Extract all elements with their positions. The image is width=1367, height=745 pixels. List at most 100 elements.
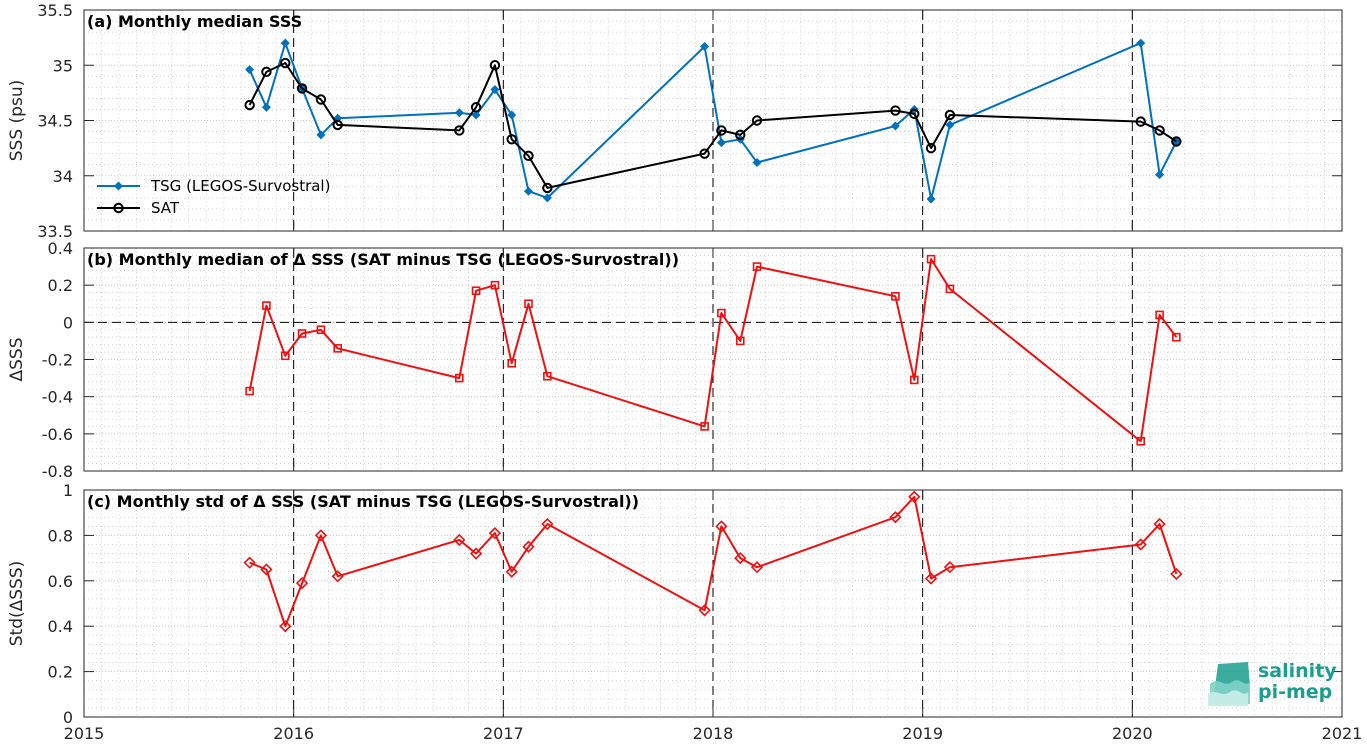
data-point [715, 520, 728, 533]
data-point [924, 572, 938, 585]
data-point [891, 292, 900, 301]
ticks [83, 9, 1343, 232]
panel-b: -0.8 -0.6 -0.4 -0.2 0 0.2 0.4 ΔSSS (b) Monthly m… [7, 239, 1343, 481]
data-point [889, 511, 902, 524]
y-tick-label: 0.2 [48, 276, 73, 295]
data-point [751, 115, 763, 126]
data-point [890, 121, 900, 131]
panel-title: (c) Monthly std of Δ SSS (SAT minus TSG … [87, 492, 639, 511]
y-tick-label: 0.8 [48, 526, 73, 545]
data-point [262, 301, 271, 310]
data-point [488, 526, 502, 540]
data-point [490, 85, 500, 95]
data-point [1172, 332, 1181, 342]
legend: TSG (LEGOS-Survostral) SAT [97, 177, 330, 217]
data-point [454, 125, 465, 136]
data-point [507, 358, 517, 368]
data-point [524, 299, 533, 309]
data-point [279, 620, 292, 633]
data-point [890, 105, 901, 116]
y-tick-label: -0.2 [42, 351, 73, 370]
data-point [716, 125, 727, 136]
data-point [505, 565, 518, 578]
logo-line-1: salinity [1258, 660, 1337, 682]
x-tick-label: 2016 [273, 724, 314, 743]
data-point [260, 563, 273, 576]
y-tick-label: -0.8 [42, 462, 73, 481]
data-point [698, 604, 711, 617]
data-point [280, 38, 290, 48]
data-point [244, 99, 255, 111]
data-point [541, 517, 554, 531]
data-point [332, 119, 343, 131]
data-point [471, 286, 481, 296]
data-point [1154, 125, 1165, 136]
data-point [543, 371, 552, 381]
data-point [333, 344, 342, 353]
x-tick-label: 2020 [1112, 724, 1153, 743]
y-tick-label: -0.4 [42, 388, 73, 407]
x-tick-label: 2017 [483, 724, 524, 743]
data-point [261, 66, 272, 78]
data-point [700, 422, 709, 431]
y-tick-label: 0.2 [48, 663, 73, 682]
legend-label: SAT [151, 199, 180, 217]
data-point [1170, 567, 1183, 581]
data-point [523, 186, 534, 196]
data-point [945, 120, 955, 130]
y-tick-label: 35 [53, 56, 73, 75]
data-point [243, 556, 256, 569]
data-point [734, 551, 747, 565]
salinity-pi-mep-logo: salinity pi-mep [1208, 660, 1337, 706]
data-point [699, 148, 710, 159]
data-point [926, 254, 936, 264]
data-point [453, 533, 466, 547]
legend-marker [113, 181, 124, 191]
data-point [542, 193, 552, 203]
y-tick-label: 1 [63, 481, 73, 500]
data-point [331, 570, 344, 583]
data-point [297, 329, 307, 338]
x-tick-label: 2015 [64, 724, 105, 743]
data-point [469, 547, 483, 560]
panel-title: (b) Monthly median of Δ SSS (SAT minus T… [87, 250, 679, 269]
data-point [296, 83, 308, 94]
series-delta [245, 254, 1181, 446]
data-point [716, 138, 726, 148]
data-point [280, 351, 290, 361]
y-tick-label: 35.5 [37, 1, 73, 20]
data-point [489, 60, 501, 71]
data-point [752, 262, 762, 271]
data-point [1153, 517, 1166, 531]
data-point [717, 308, 726, 318]
data-point [542, 182, 553, 194]
data-point [752, 157, 762, 167]
data-point [245, 65, 255, 75]
data-point [314, 529, 328, 542]
series-line [248, 62, 1177, 189]
panel-a: 33.5 34 34.5 35 35.5 SSS (psu) (a) Monthly med… [7, 1, 1343, 241]
data-point [280, 57, 291, 69]
ticks [83, 489, 1343, 718]
data-point [522, 540, 535, 553]
y-tick-label: 0 [63, 313, 73, 332]
x-tick-label: 2019 [902, 724, 943, 743]
data-point [943, 561, 957, 574]
panel-title: (a) Monthly median SSS [87, 12, 302, 31]
legend-marker [113, 202, 124, 214]
data-point [454, 108, 464, 118]
data-point [471, 110, 481, 120]
data-point [750, 561, 764, 574]
data-point [944, 109, 956, 121]
series-line [249, 495, 1178, 628]
y-tick-label: 0 [63, 708, 73, 727]
y-axis-label: Std(ΔSSS) [7, 561, 27, 647]
data-point [1136, 436, 1146, 446]
data-point [735, 129, 746, 141]
data-point [506, 134, 517, 145]
data-point [700, 41, 710, 51]
series-delta [243, 490, 1183, 633]
logo-line-2: pi-mep [1258, 681, 1332, 703]
data-point [926, 194, 936, 204]
y-tick-label: 34.5 [37, 112, 73, 131]
